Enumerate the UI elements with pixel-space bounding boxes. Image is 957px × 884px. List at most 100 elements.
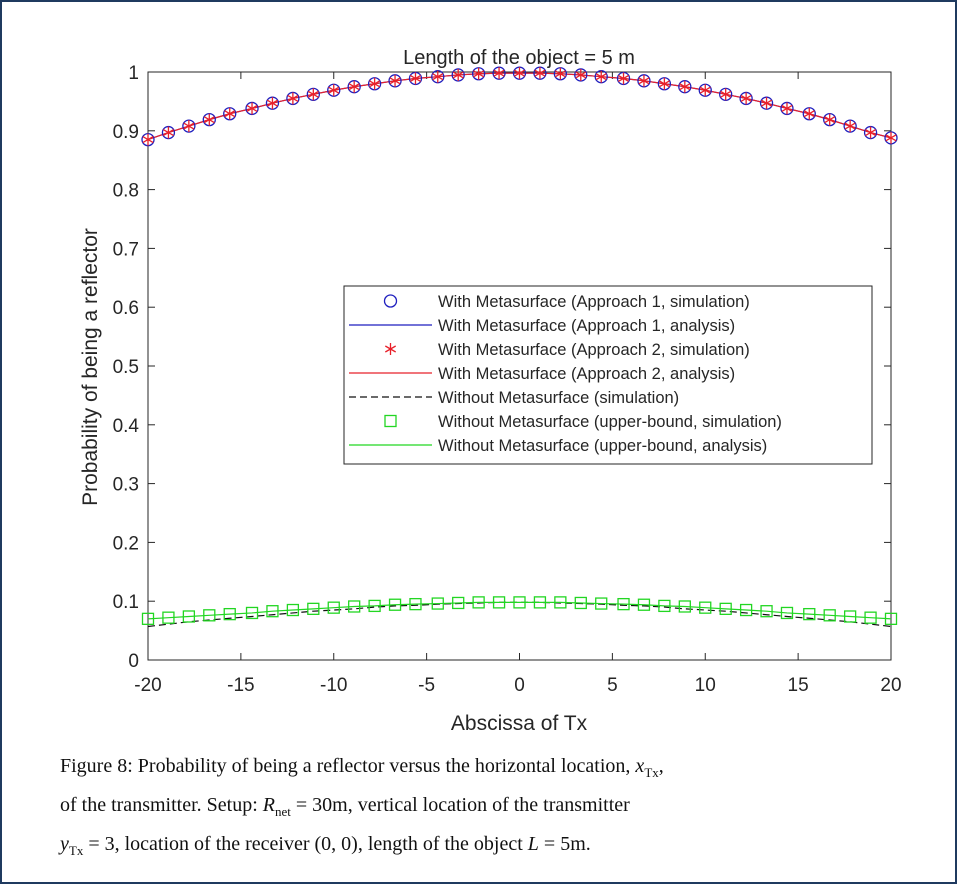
series-3-point bbox=[389, 74, 401, 87]
caption-math-r: R bbox=[262, 794, 275, 816]
caption-sub-net: net bbox=[274, 804, 291, 819]
series-6-point bbox=[286, 603, 300, 617]
series-6-point bbox=[266, 605, 279, 618]
x-tick-label: 5 bbox=[607, 675, 618, 696]
caption-label: Figure 8: bbox=[60, 755, 133, 777]
series-6-point bbox=[823, 609, 836, 622]
x-tick-label: -10 bbox=[320, 675, 347, 696]
series-3-point bbox=[554, 67, 566, 80]
series-6-point bbox=[245, 606, 259, 620]
series-3-point bbox=[348, 80, 360, 93]
series-6-point bbox=[843, 610, 857, 623]
caption-math-y: y bbox=[60, 833, 69, 855]
series-3-point bbox=[595, 70, 607, 83]
legend-box bbox=[343, 285, 873, 465]
series-3-markers bbox=[142, 67, 897, 146]
series-6-point bbox=[307, 602, 320, 615]
series-3-point bbox=[844, 120, 856, 133]
legend-swatch-marker bbox=[384, 343, 397, 355]
y-axis-label: Probability of being a reflector bbox=[79, 228, 102, 506]
series-6-point bbox=[574, 596, 587, 610]
series-6-point bbox=[658, 599, 671, 613]
legend-entry: With Metasurface (Approach 2, simulation… bbox=[384, 341, 750, 359]
series-6-point bbox=[368, 599, 381, 613]
series-3-point bbox=[720, 88, 732, 101]
series-3-point bbox=[452, 68, 464, 81]
chart-title: Length of the object = 5 m bbox=[403, 47, 635, 69]
caption-text-1: Probability of being a reflector versus … bbox=[137, 755, 631, 777]
series-3-point bbox=[369, 77, 381, 90]
caption-text-2: of the transmitter. Setup: bbox=[60, 794, 258, 816]
series-3-point bbox=[493, 67, 505, 80]
series-6-point bbox=[864, 611, 877, 624]
series-6-point bbox=[327, 601, 340, 614]
series-3-point bbox=[473, 67, 485, 80]
caption-value-l: = 5m. bbox=[543, 833, 591, 855]
legend-entry: Without Metasurface (upper-bound, simula… bbox=[384, 413, 782, 431]
series-6-point bbox=[203, 609, 216, 622]
series-3-point bbox=[803, 107, 815, 120]
series-4-line bbox=[147, 72, 892, 141]
x-tick-label: -5 bbox=[418, 675, 435, 696]
series-3-point bbox=[203, 113, 215, 126]
series-6-point bbox=[780, 606, 794, 620]
series-3-point bbox=[679, 80, 691, 93]
series-3-point bbox=[287, 92, 299, 105]
series-6-point bbox=[492, 596, 506, 609]
legend-swatch-marker bbox=[383, 294, 398, 308]
x-tick-label: 15 bbox=[788, 675, 809, 696]
chart-svg: Length of the object = 5 m Abscissa of T… bbox=[79, 47, 902, 735]
series-6-point bbox=[595, 597, 608, 610]
series-6-point bbox=[803, 607, 816, 621]
legend-entry: Without Metasurface (simulation) bbox=[349, 389, 679, 407]
series-6-point bbox=[182, 610, 196, 623]
series-3-point bbox=[885, 131, 897, 144]
series-3-point bbox=[246, 102, 258, 115]
series-6-point bbox=[348, 600, 361, 613]
series-6-point bbox=[388, 598, 402, 611]
series-6-markers bbox=[141, 596, 898, 625]
series-3-point bbox=[513, 67, 526, 80]
legend-label: Without Metasurface (upper-bound, simula… bbox=[438, 413, 782, 431]
series-6-point bbox=[719, 602, 732, 615]
legend-label: With Metasurface (Approach 2, analysis) bbox=[438, 365, 735, 383]
series-3-point bbox=[328, 84, 340, 97]
x-tick-label: -15 bbox=[227, 675, 254, 696]
x-tick-label: 10 bbox=[695, 675, 716, 696]
y-tick-label: 0.3 bbox=[113, 475, 139, 496]
caption-math-l: L bbox=[527, 833, 539, 855]
series-3-point bbox=[432, 70, 444, 83]
series-7-line bbox=[147, 601, 892, 620]
caption-line-2: of the transmitter. Setup: Rnet = 30m, v… bbox=[60, 789, 945, 828]
caption-line-3: yTx = 3, location of the receiver (0, 0)… bbox=[60, 828, 945, 867]
y-tick-label: 0.6 bbox=[113, 298, 139, 319]
caption-value-y: = 3, location of the receiver (0, 0), le… bbox=[88, 833, 523, 855]
y-tick-label: 0.9 bbox=[113, 122, 139, 143]
legend-entry: Without Metasurface (upper-bound, analys… bbox=[349, 437, 767, 455]
series-6-point bbox=[141, 612, 155, 625]
figure-caption: Figure 8: Probability of being a reflect… bbox=[60, 750, 945, 867]
series-6-point bbox=[452, 596, 465, 610]
series-3-point bbox=[658, 77, 670, 90]
series-6-point bbox=[554, 596, 567, 609]
series-6-point bbox=[533, 596, 547, 609]
series-5-line bbox=[147, 601, 892, 628]
series-3-point bbox=[534, 67, 546, 80]
caption-comma: , bbox=[658, 755, 664, 777]
caption-value-r: = 30m, vertical location of the transmit… bbox=[295, 794, 630, 816]
y-tick-label: 1 bbox=[128, 63, 139, 84]
series-3-point bbox=[638, 74, 650, 87]
series-3-point bbox=[761, 97, 773, 110]
legend-label: With Metasurface (Approach 2, simulation… bbox=[438, 341, 750, 359]
legend-label: With Metasurface (Approach 1, simulation… bbox=[438, 293, 750, 311]
legend-swatch-marker bbox=[384, 414, 397, 428]
series-6-point bbox=[162, 611, 175, 624]
series-3-point bbox=[266, 97, 278, 110]
series-3-point bbox=[699, 84, 711, 97]
series-6-point bbox=[760, 605, 773, 618]
x-tick-label: -20 bbox=[134, 675, 161, 696]
series-6-point bbox=[637, 598, 651, 611]
caption-sub-tx: Tx bbox=[644, 765, 659, 780]
y-tick-label: 0 bbox=[128, 651, 139, 672]
y-tick-label: 0.8 bbox=[113, 181, 139, 202]
